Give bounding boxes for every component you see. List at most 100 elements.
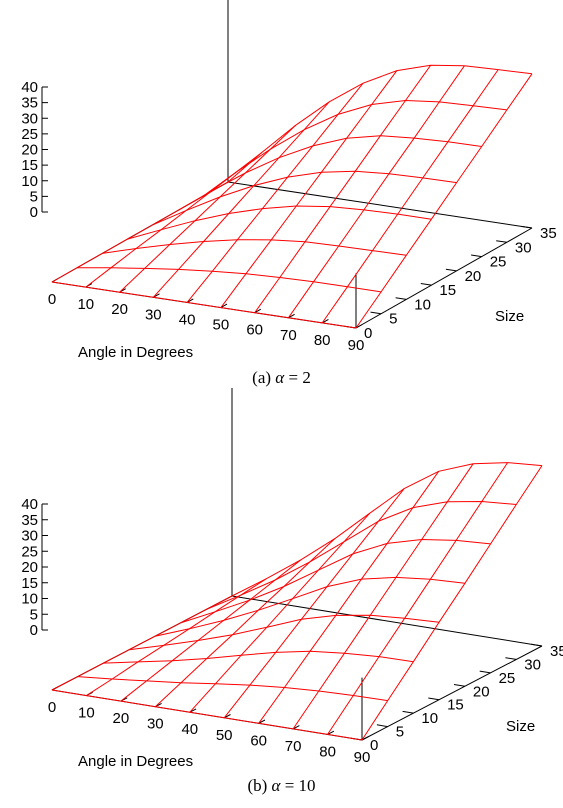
z-tick-label: 10 (21, 173, 38, 190)
z-tick-label: 30 (21, 528, 38, 545)
x-tick-mark (361, 736, 369, 741)
x-tick-label: 10 (77, 296, 94, 313)
x-tick-mark (258, 719, 266, 724)
y-tick-label: 35 (550, 643, 563, 660)
z-tick-label: 35 (21, 95, 38, 112)
y-tick-label: 10 (414, 296, 431, 313)
y-tick-label: 0 (364, 325, 372, 342)
y-tick-mark (531, 643, 543, 647)
z-tick-label: 30 (21, 110, 38, 127)
y-tick-mark (453, 684, 465, 687)
x-tick-mark (288, 313, 295, 319)
caption-a-prefix: (a) (252, 368, 272, 387)
z-tick-label: 15 (21, 575, 38, 592)
y-tick-mark (471, 254, 482, 258)
x-tick-label: 70 (280, 327, 297, 344)
x-axis-title: Angle in Degrees (78, 344, 193, 361)
y-tick-mark (521, 225, 533, 229)
surface-chart-b: 0 5 10 15 20 25 30 35 40 0 10 20 30 40 50 60 70 80 90 0 5 10 1… (0, 388, 563, 808)
surface-line-angle-10 (86, 578, 267, 697)
y-tick-label: 20 (465, 268, 482, 285)
z-tick-label: 20 (21, 142, 38, 159)
z-tick-label: 25 (21, 543, 38, 560)
x-tick-mark (321, 318, 329, 324)
surface-line-angle-90 (355, 73, 533, 329)
y-tick-label: 5 (396, 724, 404, 741)
surface-line-angle-90 (361, 465, 543, 741)
caption-b: (b) α = 10 (0, 776, 563, 796)
y-tick-label: 5 (389, 311, 397, 328)
z-tick-label: 40 (21, 79, 38, 96)
x-tick-label: 60 (246, 322, 263, 339)
surface-line-size-30 (206, 500, 517, 610)
y-tick-mark (445, 268, 457, 272)
x-tick-label: 20 (111, 301, 128, 318)
z-tick-label: 35 (21, 512, 38, 529)
z-tick-label: 15 (21, 157, 38, 174)
surface-line-angle-40 (189, 512, 371, 713)
x-tick-label: 20 (113, 710, 130, 727)
surface-line-angle-80 (327, 462, 509, 735)
x-tick-label: 90 (348, 337, 365, 354)
surface-line-size-15 (127, 205, 432, 240)
y-tick-label: 35 (540, 225, 557, 242)
surface-line-size-0 (51, 281, 357, 329)
surface-line-size-35 (231, 462, 543, 597)
surface-line-angle-80 (321, 69, 499, 324)
y-tick-label: 30 (515, 239, 532, 256)
surface-line-size-5 (77, 267, 382, 293)
y-tick-mark (428, 697, 440, 701)
x-tick-label: 0 (48, 699, 56, 716)
x-tick-mark (355, 324, 363, 329)
surface-chart-a: 0 5 10 15 20 25 30 35 40 0 10 20 30 40 50 60 70 80 90 0 5 10 1… (0, 0, 563, 398)
surface-line-size-35 (227, 64, 533, 183)
surface-line-angle-50 (220, 70, 398, 308)
surface-line-angle-40 (186, 82, 364, 303)
x-axis-title: Angle in Degrees (78, 753, 193, 770)
x-tick-label: 60 (250, 732, 267, 749)
x-tick-label: 80 (314, 332, 331, 349)
surface-line-angle-60 (254, 64, 432, 313)
x-tick-label: 30 (147, 716, 164, 733)
y-tick-label: 15 (447, 697, 464, 714)
y-tick-mark (370, 311, 382, 315)
surface-line-size-15 (129, 614, 440, 651)
y-tick-mark (479, 670, 491, 674)
x-tick-label: 80 (319, 743, 336, 760)
y-tick-mark (496, 240, 507, 243)
surface-line-angle-70 (287, 65, 465, 319)
x-tick-label: 10 (78, 705, 95, 722)
x-tick-label: 0 (48, 291, 56, 308)
y-tick-label: 10 (421, 710, 438, 727)
z-tick-label: 25 (21, 126, 38, 143)
x-tick-mark (327, 730, 335, 735)
surface-line-angle-30 (152, 101, 330, 298)
surface-line-angle-60 (258, 471, 440, 724)
surface-line-angle-30 (154, 537, 336, 708)
y-tick-mark (402, 710, 414, 714)
y-tick-label: 25 (490, 254, 507, 271)
y-tick-label: 15 (439, 282, 456, 299)
surface-line-angle-70 (292, 463, 474, 730)
surface-line-size-10 (103, 650, 414, 664)
surface-line-size-25 (180, 538, 491, 624)
surface-line-size-10 (102, 239, 407, 256)
y-tick-mark (420, 283, 432, 286)
caption-b-rest: = 10 (280, 776, 316, 795)
surface-line-size-5 (77, 676, 388, 702)
y-tick-label: 0 (370, 737, 378, 754)
y-tick-mark (395, 297, 407, 300)
y-tick-label: 25 (499, 670, 516, 687)
y-tick-mark (505, 657, 517, 660)
y-axis-title: Size (495, 308, 524, 325)
x-tick-label: 40 (179, 311, 196, 328)
y-axis-title: Size (506, 718, 535, 735)
caption-a-rest: = 2 (284, 368, 311, 387)
surface-line-size-0 (51, 689, 363, 741)
y-tick-mark (376, 724, 388, 728)
y-tick-label: 30 (524, 656, 541, 673)
x-tick-label: 50 (213, 317, 230, 334)
z-tick-label: 5 (30, 606, 38, 623)
